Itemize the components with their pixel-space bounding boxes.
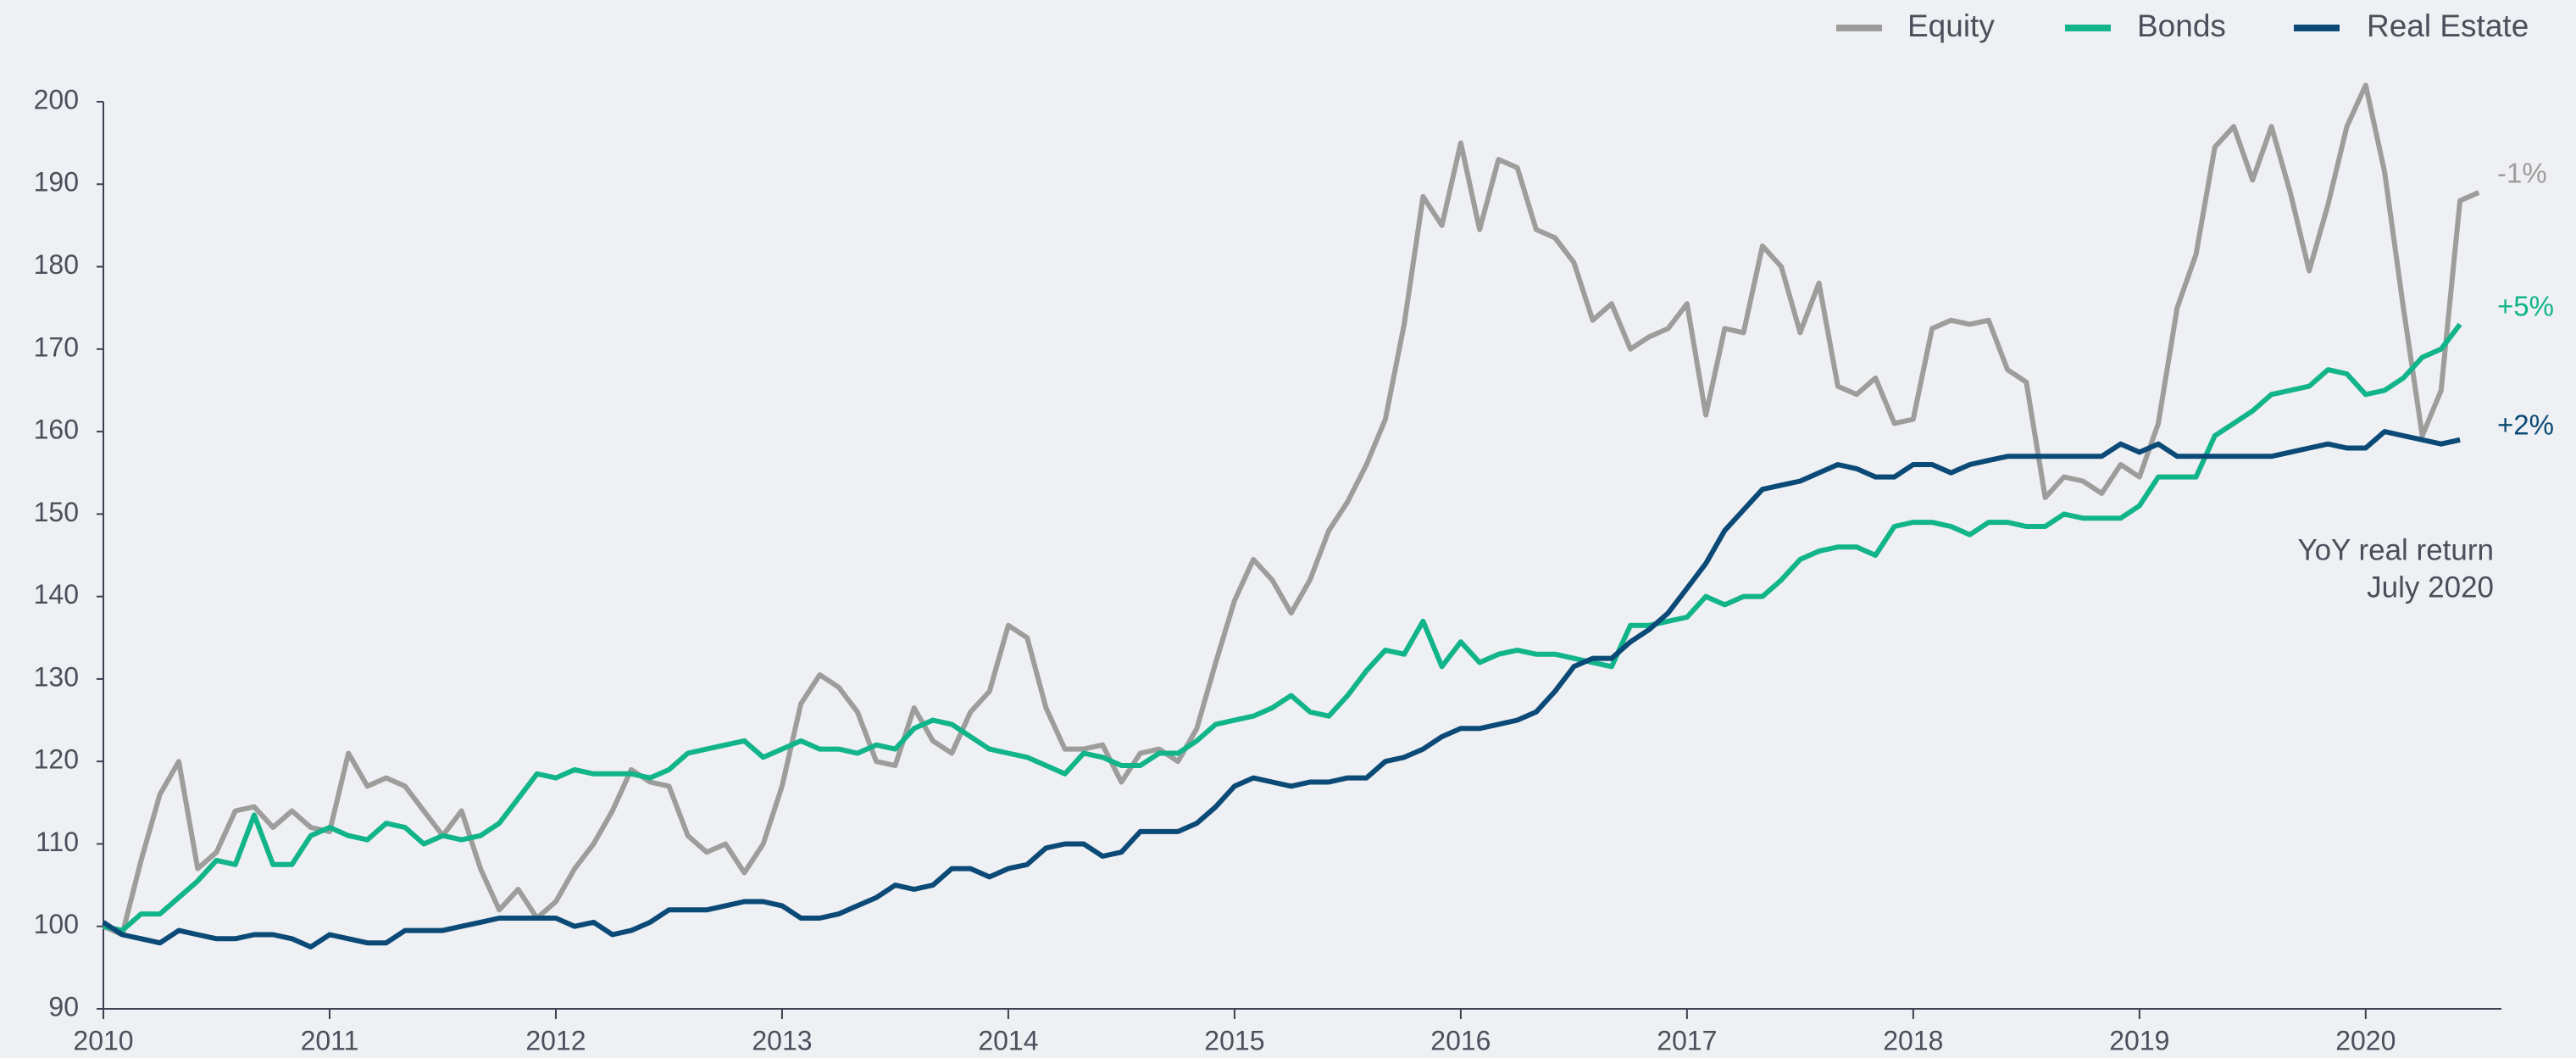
y-tick-label: 120 (34, 744, 79, 775)
annotation: YoY real return (2297, 533, 2494, 566)
y-tick-label: 170 (34, 331, 79, 362)
x-tick-label: 2019 (2109, 1025, 2169, 1055)
y-tick-label: 110 (36, 827, 79, 857)
y-tick-label: 130 (34, 661, 79, 692)
legend-label: Equity (1907, 8, 1995, 43)
y-tick-label: 140 (34, 579, 79, 610)
y-tick-label: 200 (34, 84, 79, 114)
y-tick-label: 160 (34, 415, 79, 445)
x-tick-label: 2011 (301, 1025, 359, 1055)
x-tick-label: 2010 (73, 1025, 133, 1055)
y-tick-label: 90 (48, 991, 79, 1022)
y-tick-label: 100 (34, 909, 79, 939)
x-tick-label: 2014 (978, 1025, 1038, 1055)
line-series (102, 429, 2461, 949)
legend-label: Real Estate (2367, 8, 2529, 43)
y-tick-label: 190 (34, 167, 79, 198)
x-tick-label: 2016 (1430, 1025, 1491, 1055)
x-tick-label: 2013 (752, 1025, 812, 1055)
x-tick-label: 2020 (2335, 1025, 2396, 1055)
x-tick-label: 2015 (1204, 1025, 1264, 1055)
y-tick-label: 180 (34, 249, 79, 280)
end-label: -1% (2497, 158, 2547, 189)
legend-label: Bonds (2137, 8, 2226, 43)
x-tick-label: 2018 (1883, 1025, 1943, 1055)
line-series (102, 82, 2480, 938)
line-series (103, 322, 2462, 933)
end-label: +5% (2497, 291, 2554, 322)
x-tick-label: 2012 (525, 1025, 586, 1055)
end-label: +2% (2497, 409, 2554, 441)
y-tick-label: 150 (34, 497, 79, 527)
x-tick-label: 2017 (1657, 1025, 1717, 1055)
annotation: July 2020 (2367, 571, 2494, 604)
